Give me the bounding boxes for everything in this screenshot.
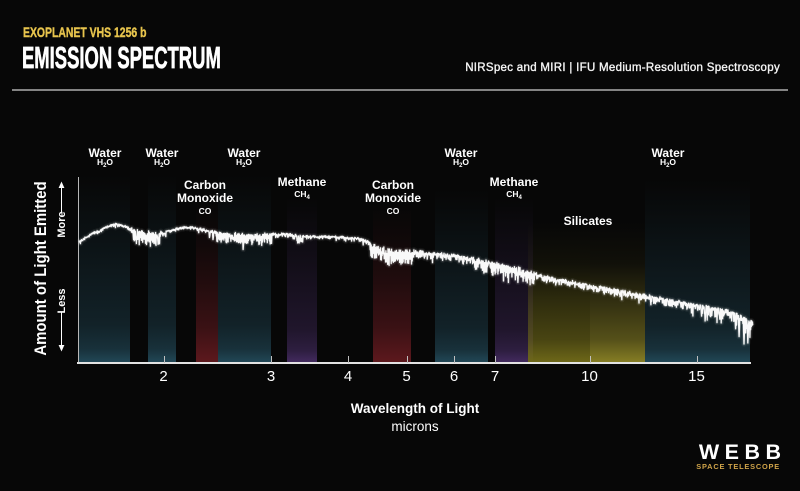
svg-text:Less: Less xyxy=(56,288,68,313)
svg-text:Amount of Light Emitted: Amount of Light Emitted xyxy=(32,181,50,355)
svg-text:More: More xyxy=(56,211,68,237)
